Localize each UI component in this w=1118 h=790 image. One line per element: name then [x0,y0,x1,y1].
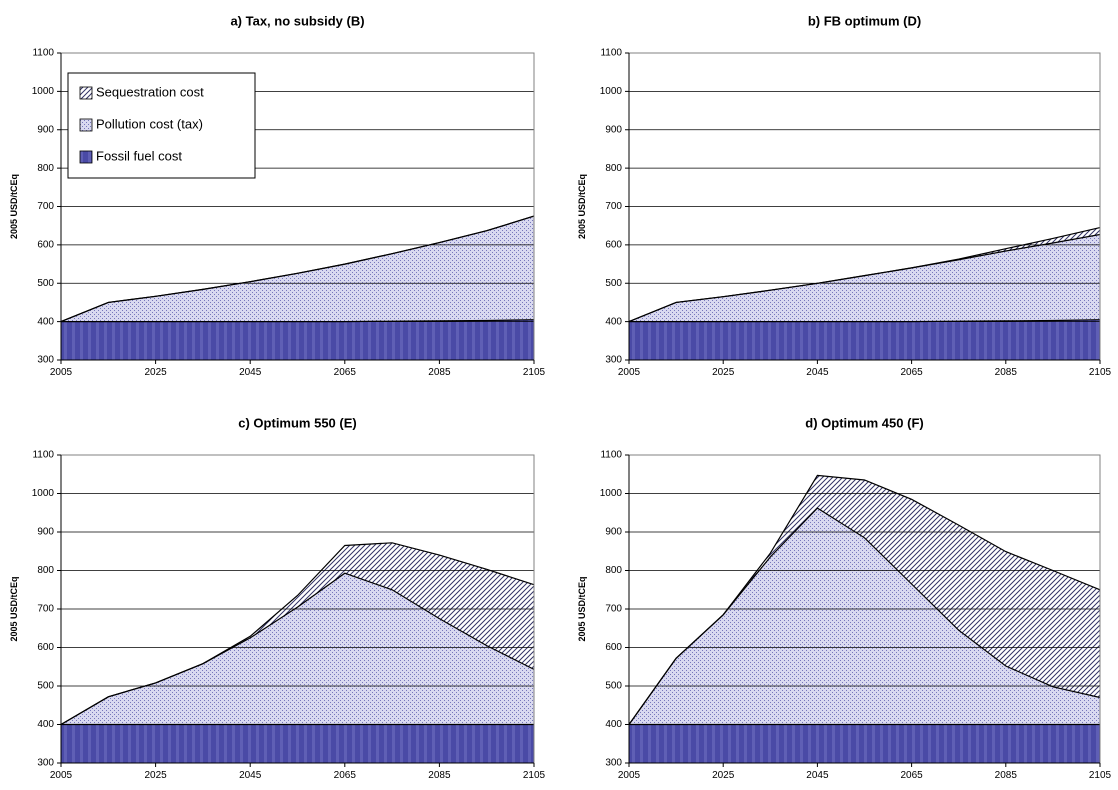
area-pollution-cost [61,573,534,725]
area-pollution-cost [629,234,1100,322]
chart-panel-3: c) Optimum 550 (E) 2005 USD/tCEq 300 400 500… [9,415,546,781]
y-tick-label: 600 [37,240,54,251]
y-axis-label: 2005 USD/tCEq [9,174,19,239]
y-tick-label: 700 [37,604,54,615]
y-axis-label: 2005 USD/tCEq [9,576,19,641]
y-tick-label: 300 [605,758,622,769]
y-tick-label: 900 [37,124,54,135]
legend-swatch-fossil [79,150,93,164]
legend-label: Fossil fuel cost [96,148,182,163]
y-tick-label: 800 [37,163,54,174]
x-tick-label: 2105 [523,367,546,378]
y-tick-label: 900 [605,527,622,538]
area-fossil-fuel-cost [61,724,534,763]
y-tick-label: 400 [605,719,622,730]
x-tick-label: 2105 [523,770,546,781]
area-pollution-cost [61,216,534,322]
y-tick-label: 900 [37,527,54,538]
x-tick-label: 2085 [995,770,1018,781]
chart-panel-1: a) Tax, no subsidy (B) 2005 USD/tCEq 300 40… [9,13,546,378]
area-fossil-fuel-cost [629,724,1100,763]
x-tick-label: 2065 [334,770,357,781]
area-fossil-fuel-cost [61,319,534,360]
y-tick-label: 1100 [32,450,54,461]
y-tick-label: 500 [605,681,622,692]
x-tick-label: 2105 [1089,770,1112,781]
x-tick-label: 2065 [900,367,923,378]
x-tick-label: 2045 [239,367,262,378]
chart-panel-4: d) Optimum 450 (F) 2005 USD/tCEq 300 400 500… [577,415,1112,781]
panel-title: a) Tax, no subsidy (B) [230,13,364,28]
y-tick-label: 400 [37,316,54,327]
legend-box [67,72,256,179]
x-tick-label: 2025 [712,367,735,378]
area-sequestration-cost [61,542,534,725]
x-tick-label: 2005 [618,367,641,378]
y-tick-label: 1100 [600,48,622,59]
y-tick-label: 300 [37,355,54,366]
y-tick-label: 1000 [32,86,55,97]
line-fossil-top [629,319,1101,323]
y-tick-label: 800 [605,163,622,174]
y-tick-label: 600 [37,642,54,653]
legend: Sequestration cost Pollution cost (tax) Fo… [67,72,256,179]
line-sequestration-top [628,227,1101,323]
y-tick-label: 300 [37,758,54,769]
y-tick-label: 300 [605,355,622,366]
area-pollution-cost [629,508,1100,725]
y-tick-label: 800 [37,565,54,576]
x-tick-label: 2045 [806,367,829,378]
x-tick-label: 2005 [50,770,73,781]
y-tick-label: 500 [37,681,54,692]
y-tick-label: 400 [605,316,622,327]
legend-label: Pollution cost (tax) [96,116,203,131]
x-tick-label: 2085 [428,367,451,378]
panel-title: d) Optimum 450 (F) [805,415,923,430]
line-sequestration-top [60,542,535,726]
y-tick-label: 900 [605,124,622,135]
y-tick-label: 1000 [600,488,623,499]
x-tick-label: 2025 [712,770,735,781]
y-tick-label: 500 [605,278,622,289]
x-tick-label: 2065 [900,770,923,781]
line-sequestration-top [60,215,535,323]
x-tick-label: 2005 [50,367,73,378]
y-tick-label: 500 [37,278,54,289]
y-tick-label: 700 [605,604,622,615]
x-tick-label: 2025 [144,770,167,781]
area-fossil-fuel-cost [629,319,1100,360]
y-tick-label: 1000 [600,86,623,97]
legend-swatch-seq [79,86,93,100]
y-tick-label: 600 [605,240,622,251]
y-tick-label: 800 [605,565,622,576]
legend-label: Sequestration cost [96,84,204,99]
x-tick-label: 2045 [806,770,829,781]
panels: a) Tax, no subsidy (B) 2005 USD/tCEq 300 40… [9,13,1112,781]
chart-panel-2: b) FB optimum (D) 2005 USD/tCEq 300 400 500 6… [577,13,1112,378]
panel-title: c) Optimum 550 (E) [238,415,356,430]
y-axis-label: 2005 USD/tCEq [577,174,587,239]
y-tick-label: 700 [605,201,622,212]
x-tick-label: 2005 [618,770,641,781]
x-tick-label: 2085 [428,770,451,781]
x-tick-label: 2085 [995,367,1018,378]
y-tick-label: 1100 [600,450,622,461]
y-axis-label: 2005 USD/tCEq [577,576,587,641]
x-tick-label: 2065 [334,367,357,378]
legend-swatch-pol [79,118,93,132]
line-sequestration-top [628,474,1101,725]
line-fossil-top [61,319,535,323]
y-tick-label: 1000 [32,488,55,499]
y-tick-label: 600 [605,642,622,653]
x-tick-label: 2045 [239,770,262,781]
y-tick-label: 700 [37,201,54,212]
y-tick-label: 1100 [32,48,54,59]
x-tick-label: 2025 [144,367,167,378]
x-tick-label: 2105 [1089,367,1112,378]
panel-title: b) FB optimum (D) [808,13,921,28]
y-tick-label: 400 [37,719,54,730]
area-sequestration-cost [629,475,1100,725]
